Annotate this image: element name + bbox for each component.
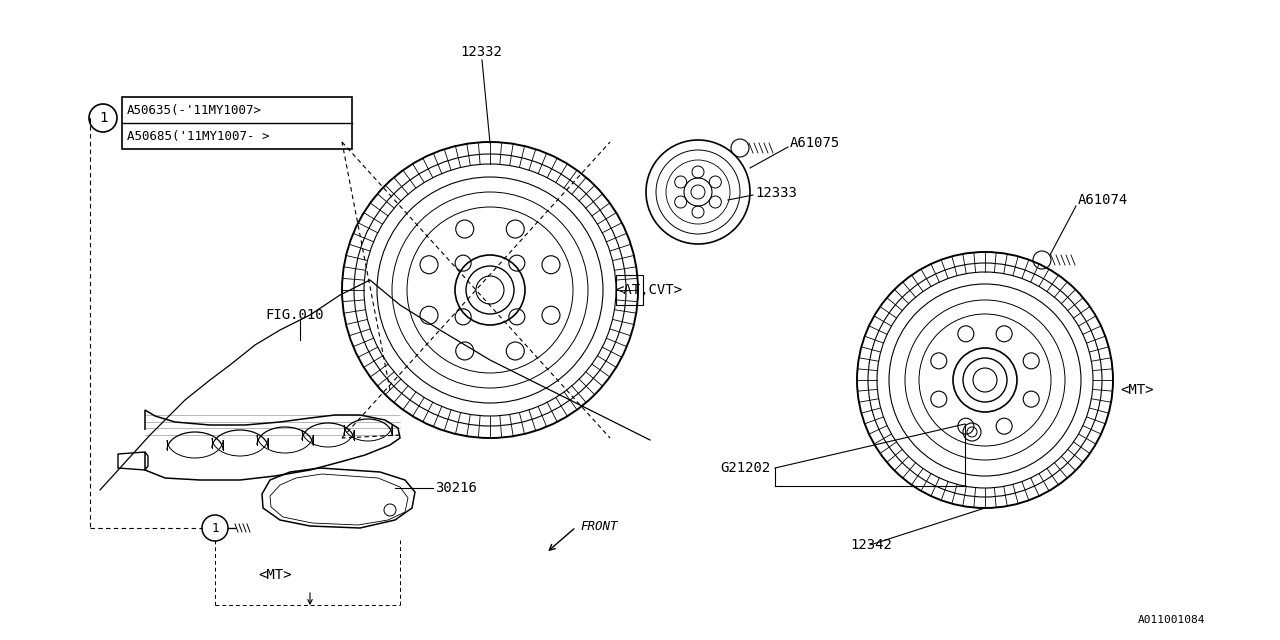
Text: A011001084: A011001084 — [1138, 615, 1206, 625]
Text: 1: 1 — [99, 111, 108, 125]
Text: A50685('11MY1007- >: A50685('11MY1007- > — [127, 129, 270, 143]
Text: 12332: 12332 — [460, 45, 502, 59]
Bar — [122, 97, 352, 149]
Text: FRONT: FRONT — [580, 520, 617, 534]
Text: 12342: 12342 — [850, 538, 892, 552]
Text: 30216: 30216 — [435, 481, 477, 495]
Text: A61074: A61074 — [1078, 193, 1128, 207]
Text: G21202: G21202 — [721, 461, 771, 475]
Text: <MT>: <MT> — [1120, 383, 1153, 397]
Text: <MT>: <MT> — [259, 568, 292, 582]
Text: A61075: A61075 — [790, 136, 840, 150]
Text: FIG.010: FIG.010 — [265, 308, 324, 322]
Text: 1: 1 — [211, 522, 219, 534]
Text: 12333: 12333 — [755, 186, 797, 200]
Text: A50635(-'11MY1007>: A50635(-'11MY1007> — [127, 104, 262, 116]
Text: <AT,CVT>: <AT,CVT> — [614, 283, 682, 297]
